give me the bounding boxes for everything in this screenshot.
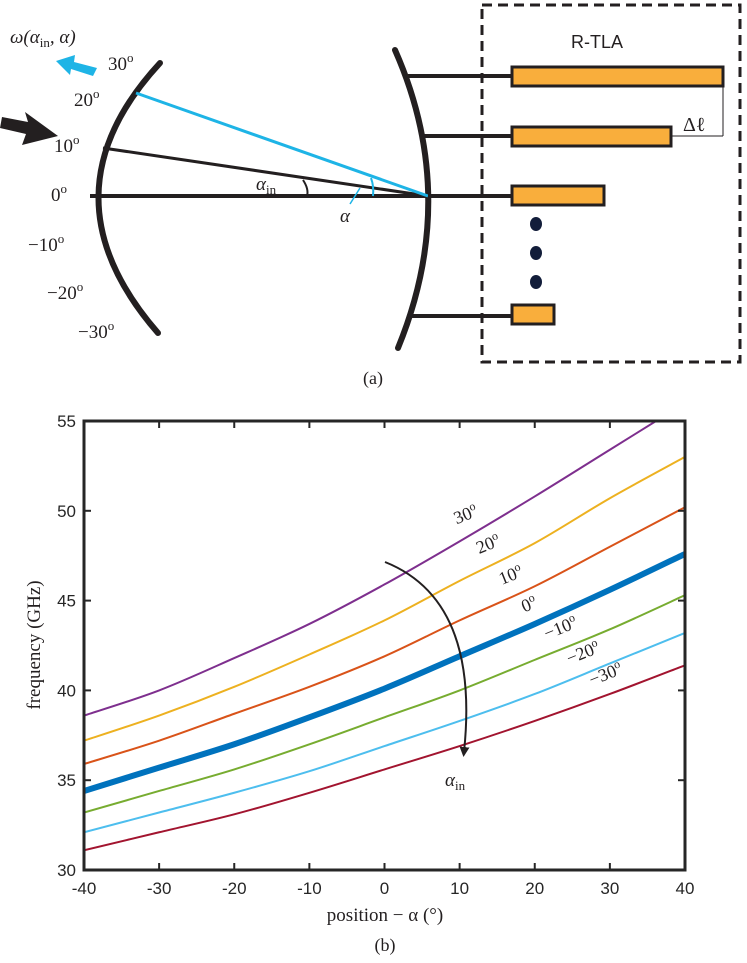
panel-a-diagram: αin α 30o 20o 10o 0o −10o −20o −30o ω(αi… (0, 3, 742, 389)
delay-bar-3 (510, 184, 606, 207)
ellipsis-dot-1 (530, 217, 542, 231)
y-tick-label: 30 (57, 861, 76, 880)
x-tick-label: -10 (297, 879, 322, 898)
ellipsis-dot-2 (530, 246, 542, 260)
output-label: ω(αin, α) (10, 27, 76, 50)
input-arrow-icon (0, 112, 58, 145)
angle-label-minus10: −10o (28, 231, 64, 256)
delay-bar-4 (510, 303, 556, 326)
rtla-label: R-TLA (571, 32, 623, 52)
series-line-6 (84, 664, 685, 852)
angle-label-10: 10o (54, 132, 80, 157)
plot-lines (84, 421, 685, 852)
y-tick-label: 45 (57, 592, 76, 611)
caption-b: (b) (375, 935, 396, 956)
series-line-0 (84, 421, 659, 717)
x-tick-label: 30 (600, 879, 619, 898)
series-line-5 (84, 632, 685, 834)
series-label-0: 30o (450, 499, 480, 528)
angle-label-0: 0o (51, 181, 67, 206)
arrow-label: αin (445, 770, 466, 793)
ray-cyan-20deg (135, 91, 429, 198)
ellipsis-dot-3 (530, 275, 542, 289)
y-axis-label: frequency (GHz) (24, 580, 45, 709)
x-tick-label: -30 (147, 879, 172, 898)
alpha-in-angle-arc (302, 179, 309, 197)
x-tick-label: 10 (450, 879, 469, 898)
series-line-1 (84, 456, 685, 742)
series-line-3 (84, 551, 685, 794)
series-label-6: −30o (585, 657, 625, 690)
output-arc (392, 47, 432, 351)
angle-label-30: 30o (108, 50, 134, 75)
left-angle-labels: 30o 20o 10o 0o −10o −20o −30o (28, 50, 134, 343)
alpha-in-label: αin (256, 174, 277, 197)
delay-bar-1 (510, 65, 725, 88)
alpha-label: α (340, 206, 351, 227)
alpha-in-arrow (384, 561, 470, 757)
alpha-angle-arc (370, 177, 375, 197)
series-line-2 (84, 506, 685, 765)
y-tick-label: 35 (57, 771, 76, 790)
alpha-pointer (349, 187, 361, 205)
series-label-2: 10o (495, 559, 525, 588)
x-tick-label: 20 (525, 879, 544, 898)
caption-a: (a) (363, 368, 383, 389)
output-arrow-icon (56, 55, 97, 76)
x-tick-label: -20 (222, 879, 247, 898)
angle-label-minus20: −20o (47, 279, 83, 304)
rtla-box (480, 3, 742, 364)
delay-bar-2 (510, 125, 673, 148)
x-axis-label: position − α (°) (327, 905, 443, 926)
x-tick-label: 40 (676, 879, 695, 898)
series-label-1: 20o (472, 528, 502, 557)
delta-label: Δℓ (683, 114, 705, 136)
y-tick-label: 55 (57, 412, 76, 431)
angle-label-minus30: −30o (78, 318, 114, 343)
y-tick-label: 50 (57, 502, 76, 521)
angle-label-20: 20o (74, 86, 100, 111)
series-label-3: 0o (518, 590, 540, 616)
y-axis-ticks: 30 35 40 45 50 55 (57, 412, 685, 880)
x-axis-ticks: -40 -30 -20 -10 0 10 20 30 40 (72, 421, 695, 898)
y-tick-label: 40 (57, 681, 76, 700)
series-line-4 (84, 594, 685, 814)
x-tick-label: 0 (380, 879, 389, 898)
x-tick-label: -40 (72, 879, 97, 898)
